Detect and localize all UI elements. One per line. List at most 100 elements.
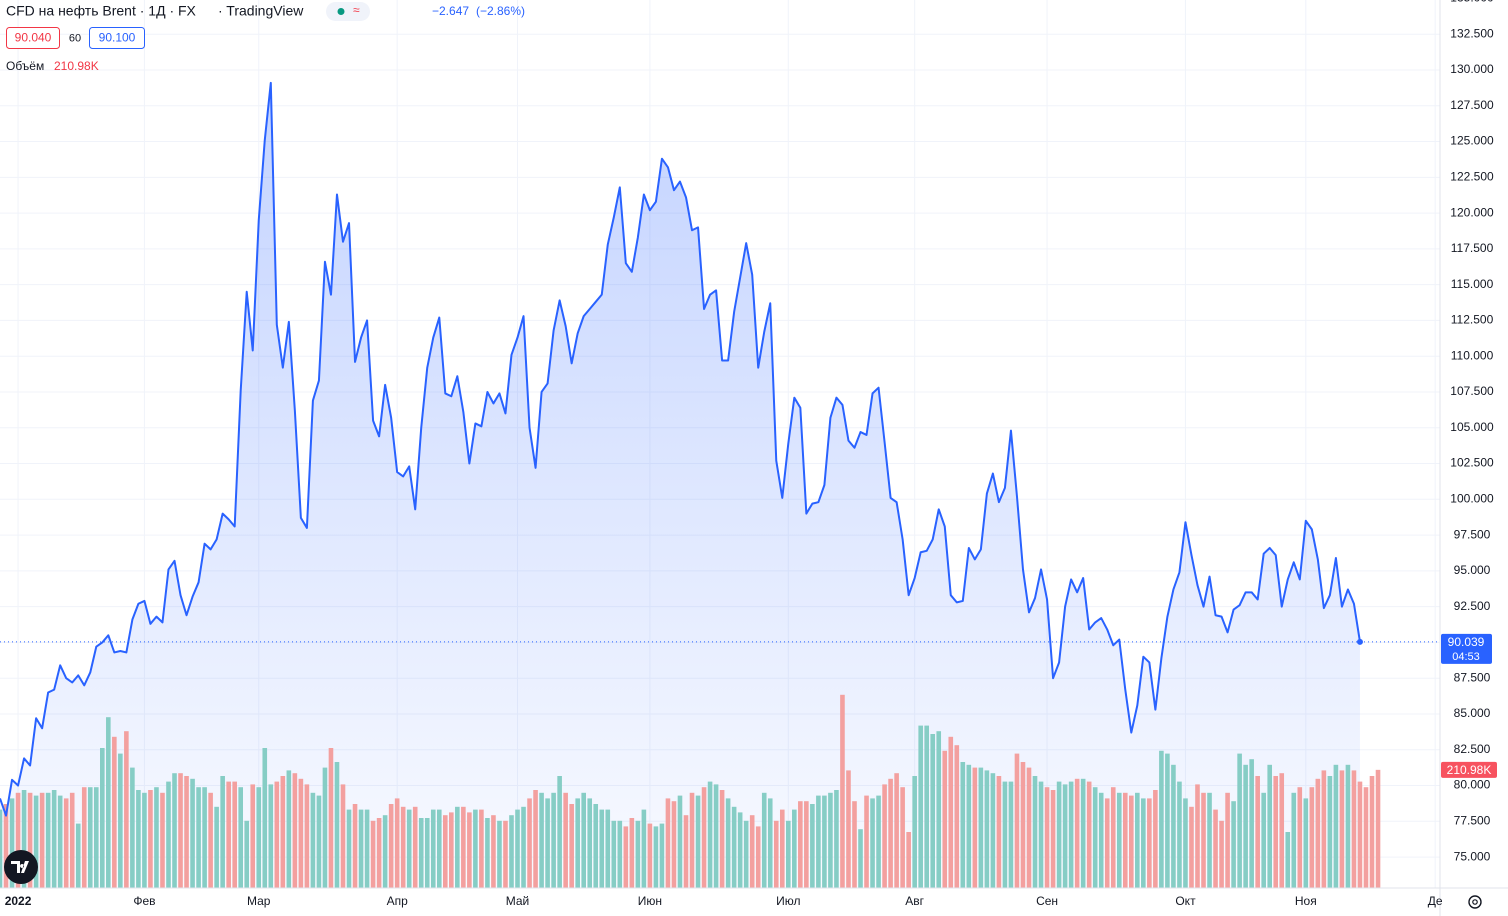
- volume-label: 210.98K: [1447, 763, 1492, 777]
- volume-bar: [1014, 753, 1020, 888]
- volume-bar: [1050, 790, 1056, 888]
- volume-bar: [1008, 781, 1014, 888]
- volume-bar: [677, 795, 683, 888]
- volume-bar: [130, 767, 135, 888]
- volume-bar: [1339, 770, 1345, 888]
- volume-bar: [828, 792, 833, 888]
- volume-bar: [364, 809, 370, 888]
- volume-bar: [785, 820, 791, 888]
- volume-bar: [479, 809, 484, 888]
- volume-bar: [1165, 753, 1170, 888]
- volume-bar: [430, 809, 436, 888]
- volume-bar: [304, 784, 310, 888]
- volume-bar: [834, 790, 839, 888]
- volume-bar: [467, 812, 472, 888]
- x-tick-label: Сен: [1036, 894, 1058, 908]
- volume-bar: [310, 792, 316, 888]
- status-pill[interactable]: [326, 2, 370, 21]
- volume-bar: [701, 787, 707, 888]
- volume-bar: [623, 826, 629, 888]
- y-tick-label: 92.500: [1454, 599, 1491, 613]
- settings-icon[interactable]: [1468, 895, 1482, 909]
- volume-bar: [57, 795, 63, 888]
- ask: 90.100: [99, 31, 136, 45]
- volume-bar: [569, 804, 574, 888]
- gear-hub: [1472, 899, 1478, 905]
- volume-bar: [292, 773, 298, 888]
- volume-bar: [864, 795, 869, 888]
- volume-bar: [990, 773, 996, 888]
- volume-bar: [436, 809, 442, 888]
- volume-bar: [635, 820, 641, 888]
- x-tick-label: Май: [506, 894, 530, 908]
- volume-bar: [1056, 781, 1062, 888]
- last-price-label: 90.039: [1448, 635, 1485, 649]
- y-tick-label: 87.500: [1454, 670, 1491, 684]
- source: · TradingView: [218, 3, 304, 19]
- y-tick-label: 100.000: [1450, 491, 1494, 505]
- volume-bar: [388, 804, 394, 888]
- volume-bar: [106, 717, 111, 888]
- volume-bar: [406, 809, 412, 888]
- volume-bar: [605, 809, 611, 888]
- volume-bar: [136, 790, 141, 888]
- volume-bar: [268, 784, 274, 888]
- volume-bar: [75, 823, 81, 888]
- volume-bar: [593, 804, 599, 888]
- volume-bar: [960, 762, 966, 888]
- volume-bar: [226, 781, 231, 888]
- tradingview-logo[interactable]: [4, 850, 38, 884]
- x-tick-label: Июн: [638, 894, 662, 908]
- volume-bar: [713, 784, 719, 888]
- volume-bar: [455, 806, 460, 888]
- x-tick-label: Фев: [133, 894, 155, 908]
- y-tick-label: 130.000: [1450, 62, 1494, 76]
- ask-box[interactable]: [89, 27, 145, 49]
- volume-bar: [779, 809, 785, 888]
- volume-bar: [1147, 798, 1152, 888]
- volume-bar: [936, 731, 942, 888]
- volume-bar: [822, 795, 827, 888]
- volume-bar: [810, 804, 815, 888]
- bid: 90.040: [15, 31, 52, 45]
- volume-bar: [1237, 753, 1242, 888]
- volume-bar: [749, 815, 755, 888]
- volume-bar: [924, 725, 930, 888]
- volume-bar: [27, 792, 33, 888]
- volume-bar: [1351, 770, 1357, 888]
- y-tick-label: 75.000: [1454, 849, 1491, 863]
- volume-bar: [202, 787, 207, 888]
- volume-bar: [442, 815, 448, 888]
- volume-bar: [846, 770, 851, 888]
- bid-box[interactable]: [6, 27, 60, 49]
- x-tick-label: Окт: [1175, 894, 1196, 908]
- volume-bar: [858, 829, 863, 888]
- volume-bar: [21, 790, 27, 888]
- volume-bar: [250, 784, 256, 888]
- volume-legend-value: 210.98K: [54, 59, 99, 73]
- volume-bar: [485, 818, 490, 888]
- y-tick-label: 122.500: [1450, 169, 1494, 183]
- volume-bar: [563, 792, 568, 888]
- volume-bar: [358, 809, 364, 888]
- volume-bar: [370, 820, 376, 888]
- volume-bar: [33, 795, 39, 888]
- volume-bar: [527, 798, 532, 888]
- volume-bar: [93, 787, 99, 888]
- volume-bar: [232, 781, 237, 888]
- volume-bar: [1026, 767, 1032, 888]
- volume-bar: [918, 725, 923, 888]
- volume-bar: [629, 818, 635, 888]
- volume-bar: [449, 812, 454, 888]
- volume-bar: [509, 815, 514, 888]
- volume-bar: [346, 809, 352, 888]
- volume-bar: [581, 792, 587, 888]
- volume-bar: [112, 736, 117, 888]
- y-tick-label: 77.500: [1454, 813, 1491, 827]
- volume-bar: [316, 795, 322, 888]
- volume-bar: [286, 770, 292, 888]
- volume-bar: [154, 787, 159, 888]
- volume-bar: [148, 790, 153, 888]
- volume-bar: [1116, 792, 1122, 888]
- volume-bar: [1104, 798, 1110, 888]
